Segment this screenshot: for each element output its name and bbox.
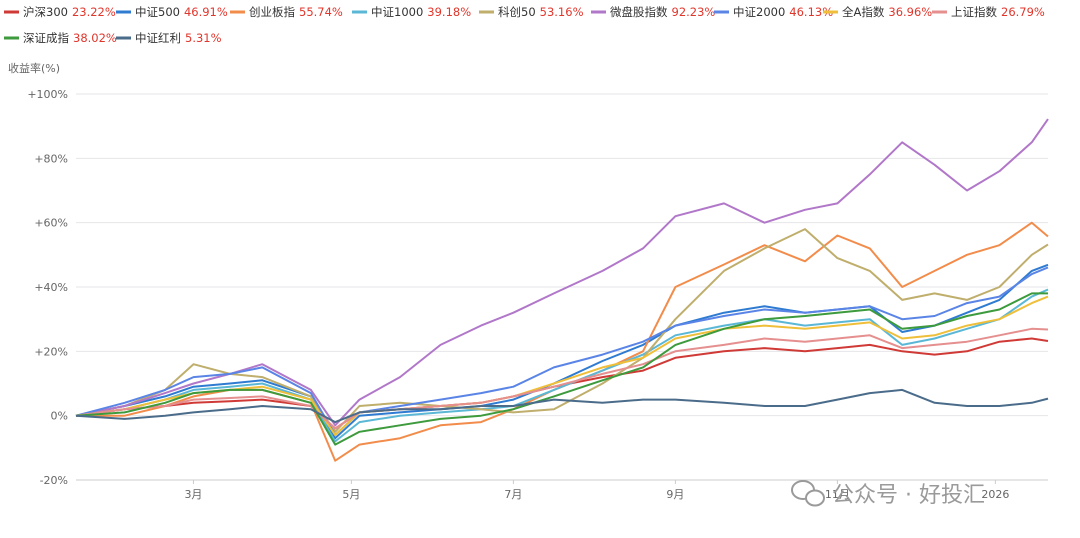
legend-label: 中证1000 [371, 5, 423, 19]
legend-label: 中证2000 [733, 5, 785, 19]
legend-item[interactable]: 沪深300 23.22% [4, 5, 116, 19]
series-line [75, 295, 1049, 436]
legend-value: 46.91% [184, 5, 228, 19]
watermark: 公众号 · 好投汇 [791, 480, 985, 508]
legend-value: 23.22% [72, 5, 116, 19]
legend-label: 科创50 [498, 5, 536, 19]
series-line [75, 118, 1049, 427]
legend-value: 5.31% [185, 31, 222, 45]
y-axis-unit-label: 收益率(%) [8, 61, 60, 75]
wechat-icon [791, 480, 825, 507]
y-axis-ticks: -20% 0% +20% +40% +60% +80% +100% [27, 88, 68, 487]
legend-value: 53.16% [540, 5, 584, 19]
x-tick-label: 7月 [504, 488, 522, 501]
y-tick-label: 0% [51, 410, 68, 423]
legend-item[interactable]: 微盘股指数 92.23% [591, 5, 715, 19]
series-line [75, 263, 1049, 440]
series-layer [75, 118, 1049, 462]
legend-item[interactable]: 深证成指 38.02% [4, 31, 117, 45]
y-tick-label: +60% [34, 217, 68, 230]
legend-item[interactable]: 科创50 53.16% [479, 5, 584, 19]
legend-item[interactable]: 中证红利 5.31% [116, 31, 222, 45]
y-tick-label: +100% [27, 88, 68, 101]
watermark-text: 公众号 · 好投汇 [832, 483, 985, 508]
legend-item[interactable]: 中证2000 46.13% [714, 5, 833, 19]
series-line [75, 228, 1049, 433]
legend-value: 38.02% [73, 31, 117, 45]
y-tick-label: -20% [40, 474, 68, 487]
series-line [75, 292, 1048, 446]
x-tick-label: 2026 [981, 488, 1009, 501]
legend-item[interactable]: 全A指数 36.96% [823, 5, 932, 19]
x-tick-label: 3月 [184, 488, 202, 501]
legend-item[interactable]: 中证500 46.91% [116, 5, 228, 19]
x-tick-label: 9月 [666, 488, 684, 501]
legend-label: 中证红利 [135, 31, 181, 45]
legend-value: 39.18% [427, 5, 471, 19]
x-tick-label: 5月 [342, 488, 360, 501]
series-line [75, 388, 1049, 424]
series-line [75, 327, 1049, 430]
legend-label: 上证指数 [951, 5, 997, 19]
y-tick-label: +20% [34, 345, 68, 358]
legend-label: 微盘股指数 [610, 5, 668, 19]
legend-label: 深证成指 [23, 31, 69, 45]
y-tick-label: +80% [34, 152, 68, 165]
y-tick-label: +40% [34, 281, 68, 294]
x-tick-label: 11月 [825, 488, 850, 501]
legend-label: 创业板指 [249, 5, 295, 19]
legend-value: 26.79% [1001, 5, 1045, 19]
legend-value: 46.13% [789, 5, 833, 19]
legend-value: 36.96% [888, 5, 932, 19]
legend-item[interactable]: 上证指数 26.79% [932, 5, 1045, 19]
legend-label: 沪深300 [23, 5, 68, 19]
legend-value: 92.23% [672, 5, 716, 19]
series-line [75, 337, 1049, 430]
legend-value: 55.74% [299, 5, 343, 19]
series-line [75, 266, 1049, 436]
x-axis-ticks: 3月 5月 7月 9月 11月 2026 [76, 479, 1048, 501]
legend: 沪深300 23.22% 中证500 46.91% 创业板指 55.74% 中证1000 39… [4, 5, 1045, 45]
series-line [76, 221, 1049, 462]
legend-label: 全A指数 [842, 5, 885, 19]
legend-label: 中证500 [135, 5, 180, 19]
legend-item[interactable]: 中证1000 39.18% [352, 5, 471, 19]
legend-item[interactable]: 创业板指 55.74% [230, 5, 343, 19]
